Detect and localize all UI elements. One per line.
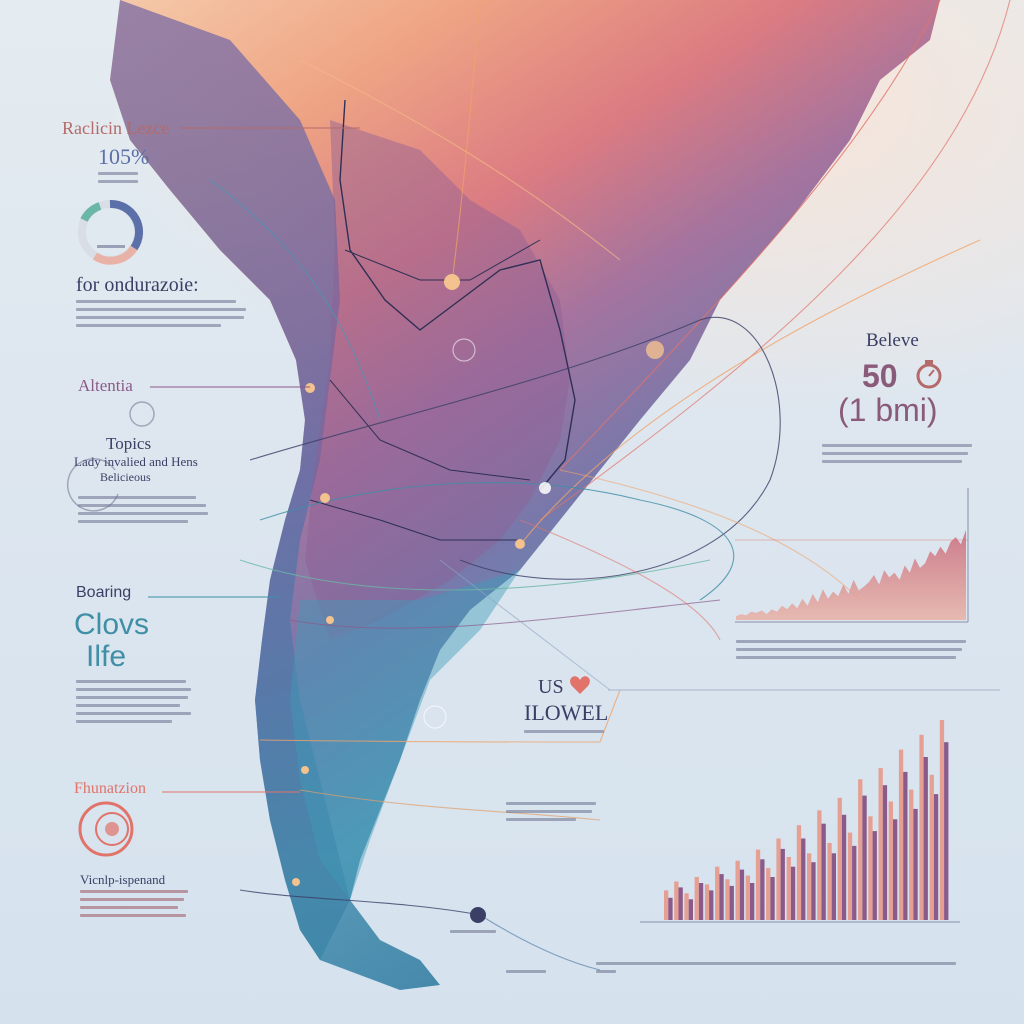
bar-series-2-bar <box>760 859 765 920</box>
brand-line-1: US <box>538 676 564 698</box>
bar-series-1-bar <box>919 734 924 920</box>
bar-series-1-bar <box>745 875 750 920</box>
bar-series-2-bar <box>893 819 898 920</box>
bar-series-2-bar <box>923 757 928 920</box>
bottom-node-caption <box>450 930 496 938</box>
bar-series-1-bar <box>684 893 689 920</box>
bar-series-2-bar <box>678 887 683 920</box>
bar-series-2-bar <box>668 897 673 920</box>
bar-series-2-bar <box>729 885 734 920</box>
right-paragraph-1 <box>822 444 972 468</box>
area-series <box>736 530 966 620</box>
bar-series-1-bar <box>878 768 883 920</box>
bar-series-1-bar <box>796 825 802 920</box>
bar-series-1-bar <box>868 816 873 920</box>
left-paragraph-3 <box>78 496 208 528</box>
bar-series-2-bar <box>801 838 806 920</box>
bar-series-1-bar <box>909 789 914 920</box>
brand-caption <box>524 730 604 738</box>
bar-series-1-bar <box>827 843 832 920</box>
bar-series-1-bar <box>694 877 699 920</box>
bar-series-1-bar <box>939 720 945 920</box>
bar-series-1-bar <box>898 749 904 920</box>
bar-series-2-bar <box>821 823 826 920</box>
stat-caption <box>98 172 138 188</box>
bar-series-1-bar <box>929 774 934 920</box>
bar-series-1-bar <box>674 881 679 920</box>
map-nodes <box>292 274 664 923</box>
bar-series-2-bar <box>831 853 836 920</box>
bar-series-2-bar <box>913 808 918 920</box>
right-heading-1: Beleve <box>866 330 919 351</box>
area-chart-caption <box>736 640 966 664</box>
bar-series-2-bar <box>739 869 745 920</box>
bar-series-1-bar <box>776 838 781 920</box>
circle-badge-icon <box>78 801 134 857</box>
bar-series-1-bar <box>664 890 669 920</box>
logo-line-2: Ilfe <box>86 640 127 673</box>
bar-series-1-bar <box>715 866 720 920</box>
bar-series-2-bar <box>882 785 888 920</box>
logo-line-1: Clovs <box>74 608 150 641</box>
bar-series-1-bar <box>725 879 730 920</box>
bar-series-1-bar <box>704 884 710 920</box>
right-big-unit: (1 bmi) <box>838 392 938 428</box>
bar-series-2-bar <box>862 795 867 920</box>
bar-series-2-bar <box>872 831 877 920</box>
bar-series-2-bar <box>698 883 704 920</box>
left-subheading-3: Topics <box>106 434 152 453</box>
donut-icon <box>78 200 144 265</box>
bar-series-1-bar <box>755 849 761 920</box>
bar-series-2-bar <box>811 862 816 920</box>
bar-series-2-bar <box>903 771 908 920</box>
bar-series-1-bar <box>766 868 771 920</box>
area-chart <box>735 488 969 623</box>
bar-series-2-bar <box>770 877 775 920</box>
bar-series-1-bar <box>817 810 822 920</box>
continent-map <box>110 0 940 990</box>
bar-series-2-bar <box>719 874 724 920</box>
bar-series-2-bar <box>688 899 693 920</box>
bar-series-2-bar <box>780 848 785 920</box>
flow-lines <box>209 0 1011 971</box>
left-heading-2: for ondurazoie: <box>76 274 199 296</box>
left-heading-4: Boaring <box>76 584 132 601</box>
bar-series-1-bar <box>858 779 863 920</box>
brand-line-2: ILOWEL <box>524 700 609 725</box>
left-stat-1: 105% <box>98 144 150 169</box>
left-paragraph-4 <box>76 680 191 728</box>
left-subheading-3b: Lady invalied and Hens <box>74 454 198 469</box>
bar-series-2-bar <box>944 742 949 920</box>
bar-chart <box>640 720 960 923</box>
left-subheading-3c: Belicieous <box>100 470 151 484</box>
left-heading-1: Raclicin Lezce <box>62 118 170 138</box>
right-big-number: 50 <box>862 358 898 394</box>
label-connectors <box>148 127 1000 793</box>
left-paragraph-2 <box>76 300 246 332</box>
bar-series-1-bar <box>847 832 853 920</box>
left-subheading-5: Vicnlp-ispenand <box>80 872 166 887</box>
bar-series-1-bar <box>735 860 740 920</box>
stopwatch-icon <box>916 360 942 389</box>
center-paragraph <box>506 802 596 826</box>
bar-series-2-bar <box>852 845 857 920</box>
bar-series-1-bar <box>786 857 791 920</box>
left-heading-5: Fhunatzion <box>74 780 146 797</box>
left-heading-3: Altentia <box>78 376 133 395</box>
bottom-footer-caption <box>506 970 546 978</box>
left-paragraph-5 <box>80 890 190 922</box>
bar-series-1-bar <box>888 801 893 920</box>
bar-series-1-bar <box>837 797 842 920</box>
heart-icon <box>570 676 590 694</box>
bar-series-1-bar <box>807 853 812 920</box>
bar-chart-legend <box>596 962 956 978</box>
bar-series-2-bar <box>933 794 939 920</box>
bar-series-2-bar <box>709 890 714 920</box>
bar-series-2-bar <box>841 814 847 920</box>
bar-series-2-bar <box>750 883 755 920</box>
bar-series-2-bar <box>790 866 796 920</box>
ring-icon <box>66 401 155 512</box>
